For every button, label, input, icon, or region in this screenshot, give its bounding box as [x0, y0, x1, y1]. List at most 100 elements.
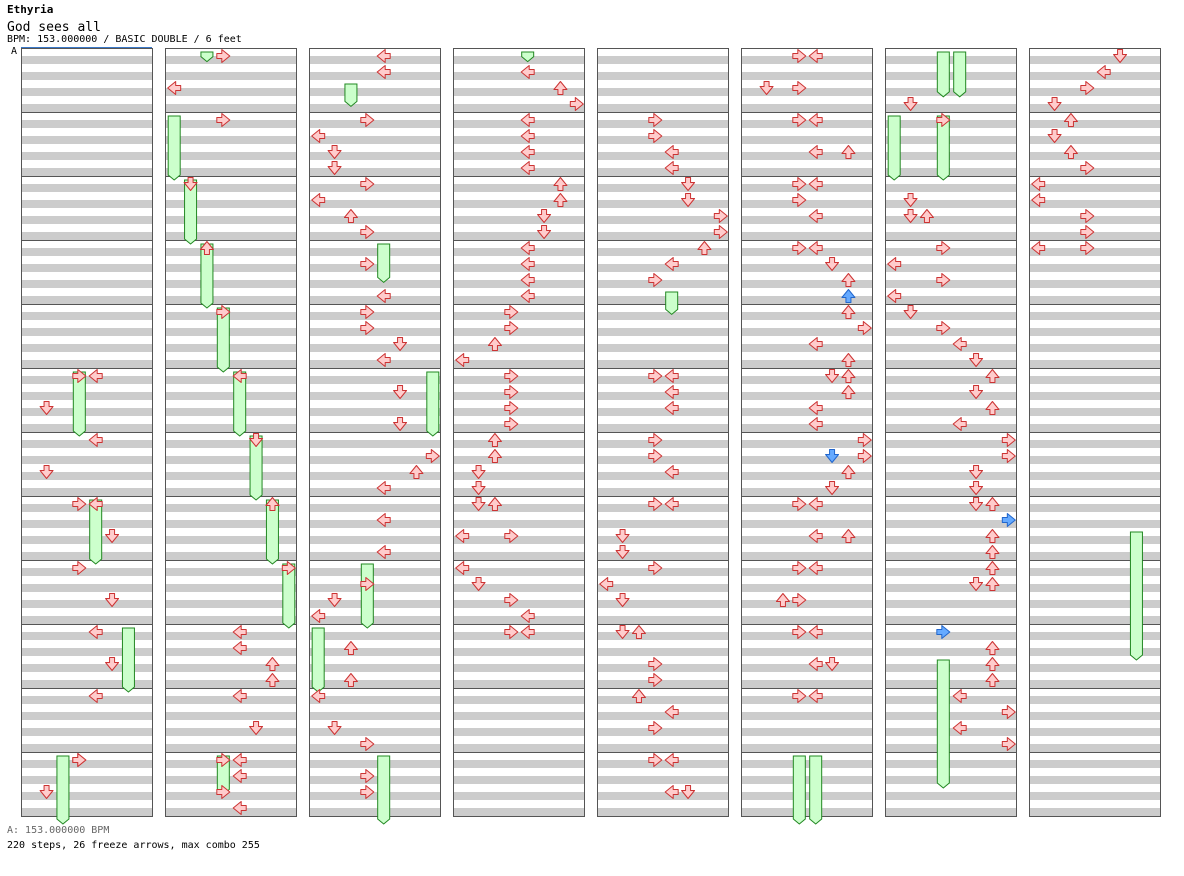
beat-stripe [21, 808, 152, 816]
beat-stripe [597, 792, 728, 800]
beat-stripe [309, 88, 440, 96]
beat-stripe [165, 312, 296, 320]
beat-stripe [21, 472, 152, 480]
beat-stripe [741, 440, 872, 448]
beat-stripe [453, 808, 584, 816]
chart-column [885, 49, 1017, 817]
beat-stripe [165, 584, 296, 592]
beat-stripe [21, 136, 152, 144]
beat-stripe [309, 488, 440, 496]
beat-stripe [453, 168, 584, 176]
beat-stripe [885, 728, 1016, 736]
beat-stripe [309, 792, 440, 800]
beat-stripe [1029, 408, 1160, 416]
beat-stripe [741, 456, 872, 464]
freeze-arrow [888, 116, 900, 180]
beat-stripe [741, 648, 872, 656]
beat-stripe [21, 552, 152, 560]
beat-stripe [1029, 376, 1160, 384]
beat-stripe [453, 696, 584, 704]
beat-stripe [597, 168, 728, 176]
beat-stripe [309, 712, 440, 720]
beat-stripe [597, 104, 728, 112]
beat-stripe [597, 744, 728, 752]
beat-stripe [885, 344, 1016, 352]
beat-stripe [165, 296, 296, 304]
beat-stripe [453, 424, 584, 432]
beat-stripe [21, 248, 152, 256]
beat-stripe [309, 264, 440, 272]
beat-stripe [453, 552, 584, 560]
beat-stripe [165, 168, 296, 176]
beat-stripe [309, 776, 440, 784]
beat-stripe [597, 376, 728, 384]
beat-stripe [21, 152, 152, 160]
beat-stripe [21, 376, 152, 384]
beat-stripe [597, 136, 728, 144]
beat-stripe [21, 520, 152, 528]
beat-stripe [453, 536, 584, 544]
beat-stripe [1029, 152, 1160, 160]
beat-stripe [21, 104, 152, 112]
beat-stripe [165, 56, 296, 64]
beat-stripe [885, 280, 1016, 288]
beat-stripe [165, 760, 296, 768]
beat-stripe [597, 424, 728, 432]
beat-stripe [309, 664, 440, 672]
beat-stripe [1029, 488, 1160, 496]
beat-stripe [1029, 200, 1160, 208]
beat-stripe [21, 488, 152, 496]
beat-stripe [885, 104, 1016, 112]
beat-stripe [1029, 392, 1160, 400]
beat-stripe [165, 600, 296, 608]
beat-stripe [1029, 344, 1160, 352]
beat-stripe [597, 776, 728, 784]
beat-stripe [165, 488, 296, 496]
beat-stripe [165, 136, 296, 144]
chart-column [597, 49, 729, 817]
beat-stripe [597, 536, 728, 544]
beat-stripe [597, 440, 728, 448]
beat-stripe [453, 600, 584, 608]
beat-stripe [21, 536, 152, 544]
beat-stripe [885, 264, 1016, 272]
beat-stripe [885, 296, 1016, 304]
beat-stripe [597, 520, 728, 528]
beat-stripe [885, 632, 1016, 640]
beat-stripe [1029, 264, 1160, 272]
beat-stripe [741, 248, 872, 256]
chart-column [741, 49, 873, 817]
beat-stripe [885, 168, 1016, 176]
beat-stripe [309, 744, 440, 752]
beat-stripe [741, 664, 872, 672]
freeze-arrow [361, 564, 373, 628]
beat-stripe [21, 424, 152, 432]
beat-stripe [165, 632, 296, 640]
beat-stripe [597, 72, 728, 80]
beat-stripe [885, 152, 1016, 160]
beat-stripe [21, 408, 152, 416]
beat-stripe [741, 408, 872, 416]
beat-stripe [309, 136, 440, 144]
beat-stripe [453, 136, 584, 144]
beat-stripe [165, 120, 296, 128]
beat-stripe [21, 760, 152, 768]
beat-stripe [885, 248, 1016, 256]
beat-stripe [1029, 56, 1160, 64]
beat-stripe [21, 280, 152, 288]
beat-stripe [597, 616, 728, 624]
beat-stripe [597, 472, 728, 480]
beat-stripe [21, 312, 152, 320]
beat-stripe [309, 344, 440, 352]
beat-stripe [741, 488, 872, 496]
beat-stripe [309, 72, 440, 80]
beat-stripe [453, 792, 584, 800]
freeze-arrow [810, 756, 822, 824]
beat-stripe [453, 56, 584, 64]
beat-stripe [21, 168, 152, 176]
beat-stripe [597, 216, 728, 224]
beat-stripe [165, 712, 296, 720]
beat-stripe [21, 184, 152, 192]
beat-stripe [165, 88, 296, 96]
beat-stripe [165, 616, 296, 624]
